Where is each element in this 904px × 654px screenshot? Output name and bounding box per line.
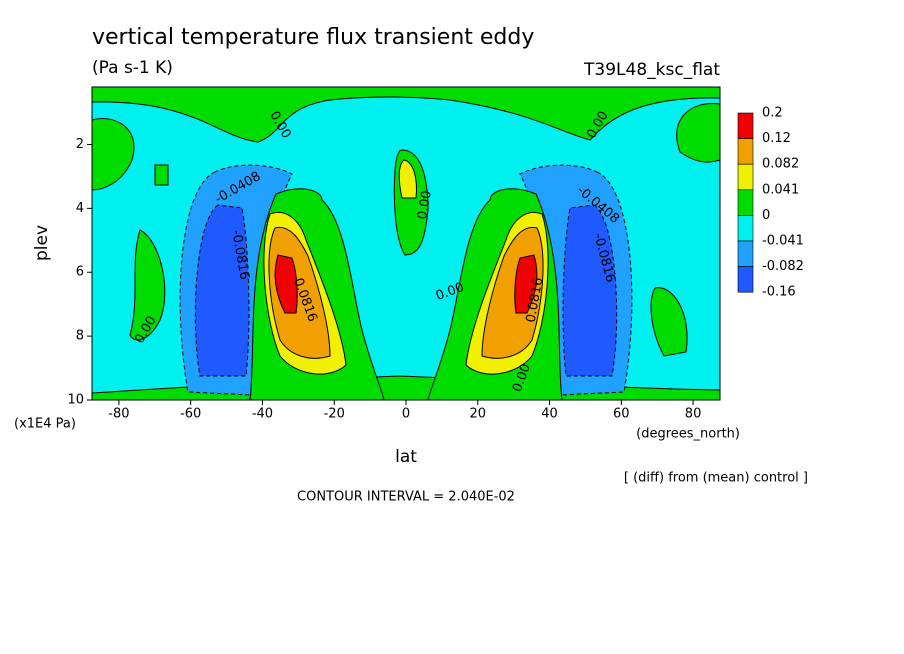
contour-region xyxy=(92,118,135,191)
colorbar-box xyxy=(737,266,754,293)
colorbar-box xyxy=(737,138,754,165)
y-tick-label: 6 xyxy=(76,265,84,280)
y-axis-label: plev xyxy=(32,225,52,261)
colorbar-label: 0 xyxy=(762,208,770,223)
contour-region xyxy=(129,229,166,341)
x-axis-label: lat xyxy=(395,447,417,467)
colorbar-label: 0.12 xyxy=(762,131,791,146)
x-tick-label: 80 xyxy=(685,407,702,422)
colorbar-label: 0.041 xyxy=(762,182,799,197)
run-label: T39L48_ksc_flat xyxy=(583,60,720,80)
contour-region xyxy=(194,204,250,377)
x-tick-label: 20 xyxy=(469,407,486,422)
contour-region xyxy=(514,254,538,314)
x-tick-label: 60 xyxy=(613,407,630,422)
y-tick-label: 2 xyxy=(76,137,84,152)
x-tick-label: -20 xyxy=(324,407,345,422)
x-tick-label: -40 xyxy=(252,407,273,422)
colorbar-label: -0.082 xyxy=(762,259,804,274)
colorbar-box xyxy=(737,215,754,242)
contour-region xyxy=(92,87,720,143)
chart-title: vertical temperature flux transient eddy xyxy=(92,25,534,50)
colorbar-label: 0.2 xyxy=(762,106,783,121)
x-tick-label: -80 xyxy=(108,407,129,422)
colorbar-box xyxy=(737,163,754,191)
colorbar-label: -0.16 xyxy=(762,285,796,300)
contour-region xyxy=(398,159,417,199)
colorbar-box xyxy=(737,189,754,216)
y-tick-label: 8 xyxy=(76,329,84,344)
note: [ (diff) from (mean) control ] xyxy=(624,471,808,486)
contour-interval: CONTOUR INTERVAL = 2.040E-02 xyxy=(297,490,515,505)
colorbar-box xyxy=(737,112,754,139)
contour-region xyxy=(562,204,618,377)
x-unit: (degrees_north) xyxy=(636,427,740,442)
x-tick-label: 0 xyxy=(402,407,410,422)
y-tick-label: 10 xyxy=(67,393,84,408)
plot-area: 0.00-0.0408-0.08160.08160.00-0.0408-0.08… xyxy=(91,86,721,401)
x-tick-label: -60 xyxy=(180,407,201,422)
units: (Pa s-1 K) xyxy=(92,58,173,78)
colorbar-label: -0.041 xyxy=(762,234,804,249)
contour-region xyxy=(154,164,169,186)
y-unit: (x1E4 Pa) xyxy=(14,417,76,432)
contour-region xyxy=(650,287,688,357)
contour-region xyxy=(676,103,720,163)
colorbar-box xyxy=(737,240,754,267)
field xyxy=(92,87,720,400)
contour-region xyxy=(274,254,298,314)
colorbar-label: 0.082 xyxy=(762,157,799,172)
x-tick-label: 40 xyxy=(541,407,558,422)
contour-label: 0.00 xyxy=(415,189,435,220)
y-tick-label: 4 xyxy=(76,201,84,216)
